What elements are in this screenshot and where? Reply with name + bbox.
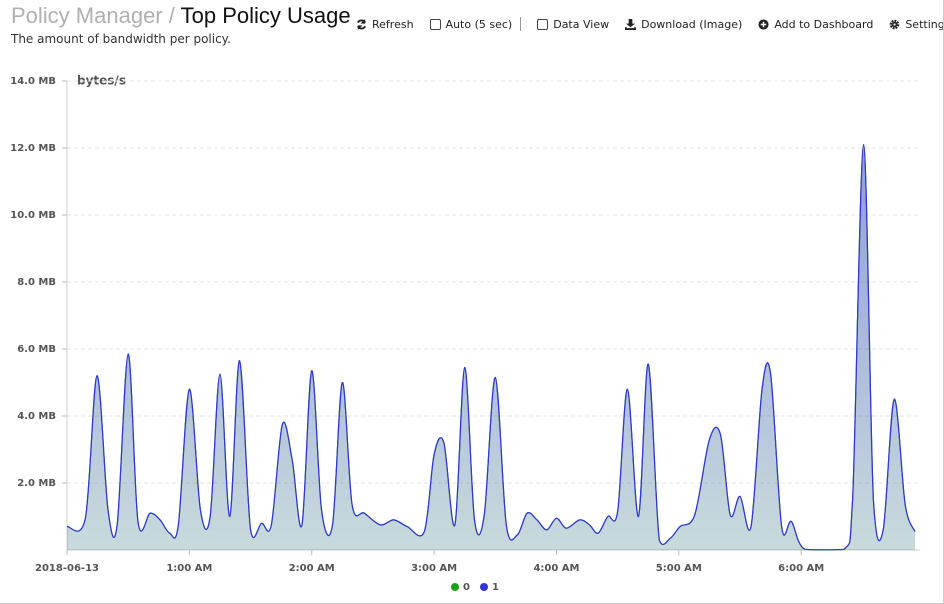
y-tick-label: 2.0 MB [17,478,56,489]
auto-refresh-checkbox[interactable]: Auto (5 sec) [429,17,513,31]
page-heading: Policy Manager / Top Policy Usage [11,3,351,29]
breadcrumb-separator: / [168,3,175,28]
x-tick-label: 6:00 AM [778,563,824,574]
x-tick-label: 1:00 AM [166,563,212,574]
data-view-checkbox[interactable]: Data View [537,17,609,31]
download-label: Download (Image) [641,17,743,31]
plus-icon [758,18,769,30]
y-tick-label: 4.0 MB [17,411,56,422]
data-view-label: Data View [553,17,610,31]
settings-label: Settings [905,17,943,31]
x-tick-label: 2018-06-13 [35,563,99,574]
page-title: Top Policy Usage [180,3,351,28]
settings-button[interactable]: Settings [889,17,943,31]
subtitle: The amount of bandwidth per policy. [11,32,231,46]
download-button[interactable]: Download (Image) [625,17,742,31]
y-tick-label: 8.0 MB [17,277,56,288]
gear-icon [890,19,900,29]
y-tick-label: 14.0 MB [10,76,56,87]
series-area [67,144,915,550]
y-axis-label: bytes/s [77,74,126,88]
legend-label: 0 [463,582,470,593]
legend-marker [480,583,488,591]
legend-marker [451,583,459,591]
add-dashboard-button[interactable]: Add to Dashboard [758,17,873,31]
x-tick-label: 5:00 AM [656,563,702,574]
y-tick-label: 6.0 MB [17,344,56,355]
auto-label: Auto (5 sec) [445,17,513,31]
download-icon [625,18,637,30]
x-tick-label: 4:00 AM [533,563,579,574]
separator [520,17,522,31]
legend-label: 1 [492,582,499,593]
refresh-label: Refresh [372,17,414,31]
x-tick-label: 3:00 AM [411,563,457,574]
x-tick-label: 2:00 AM [289,563,335,574]
breadcrumb[interactable]: Policy Manager [11,3,163,28]
toolbar: Refresh Auto (5 sec) Data View Download … [356,17,943,31]
refresh-button[interactable]: Refresh [356,17,414,31]
add-dashboard-label: Add to Dashboard [774,17,874,31]
y-tick-label: 10.0 MB [10,210,56,221]
refresh-icon [357,18,366,30]
y-tick-label: 12.0 MB [10,143,56,154]
series-line [66,144,916,551]
